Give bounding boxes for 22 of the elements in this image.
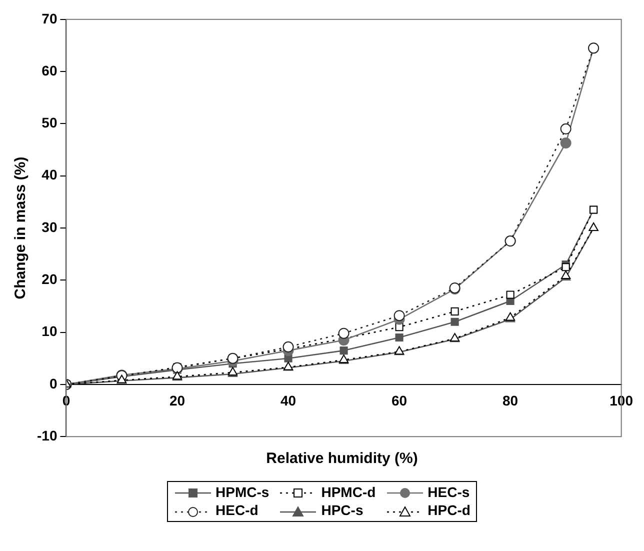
y-tick-label: 40 <box>42 166 58 183</box>
y-tick-label: 60 <box>42 62 58 78</box>
y-tick-label: 70 <box>42 10 58 26</box>
x-tick-label: 20 <box>169 392 186 409</box>
legend-label: HPMC-d <box>320 484 376 500</box>
legend-label: HEC-d <box>214 502 260 519</box>
y-axis-title: Change in mass (%) <box>12 156 30 300</box>
x-tick-label: 100 <box>610 392 634 409</box>
x-tick-label: 60 <box>391 392 408 409</box>
y-tick-label: 50 <box>42 114 58 131</box>
y-tick-label: 30 <box>42 218 58 235</box>
legend-label: HPC-s <box>320 502 364 519</box>
y-tick-label: 0 <box>49 375 58 392</box>
y-tick-label: -10 <box>37 427 58 444</box>
x-axis-title: Relative humidity (%) <box>265 450 419 467</box>
x-tick-label: 40 <box>280 392 296 409</box>
legend-label: HEC-s <box>426 484 470 500</box>
x-tick-label: 80 <box>502 392 518 409</box>
legend-label: HPC-d <box>426 502 470 519</box>
y-tick-label: 20 <box>42 271 58 288</box>
legend-label: HPMC-s <box>214 484 270 500</box>
y-tick-label: 10 <box>42 323 58 340</box>
